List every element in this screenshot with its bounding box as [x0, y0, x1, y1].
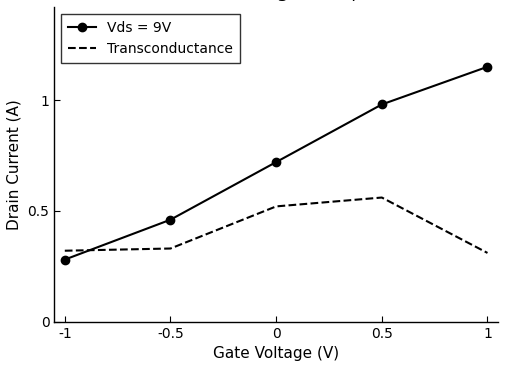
Line: Transconductance: Transconductance	[65, 198, 487, 253]
X-axis label: Gate Voltage (V): Gate Voltage (V)	[213, 346, 339, 361]
Text: Id x Vgs - L=1$\mu$m: Id x Vgs - L=1$\mu$m	[223, 0, 381, 3]
Legend: Vds = 9V, Transconductance: Vds = 9V, Transconductance	[61, 14, 240, 63]
Vds = 9V	[168, 217, 174, 222]
Vds = 9V	[273, 160, 279, 164]
Transconductance	[62, 248, 68, 253]
Transconductance	[273, 204, 279, 209]
Transconductance	[484, 251, 490, 255]
Vds = 9V	[484, 64, 490, 69]
Vds = 9V	[62, 257, 68, 262]
Line: Vds = 9V: Vds = 9V	[61, 63, 492, 264]
Text: $\times10^{-4}$: $\times10^{-4}$	[59, 0, 105, 1]
Transconductance	[379, 195, 385, 200]
Transconductance	[168, 246, 174, 251]
Vds = 9V	[379, 102, 385, 107]
Y-axis label: Drain Current (A): Drain Current (A)	[7, 99, 22, 230]
